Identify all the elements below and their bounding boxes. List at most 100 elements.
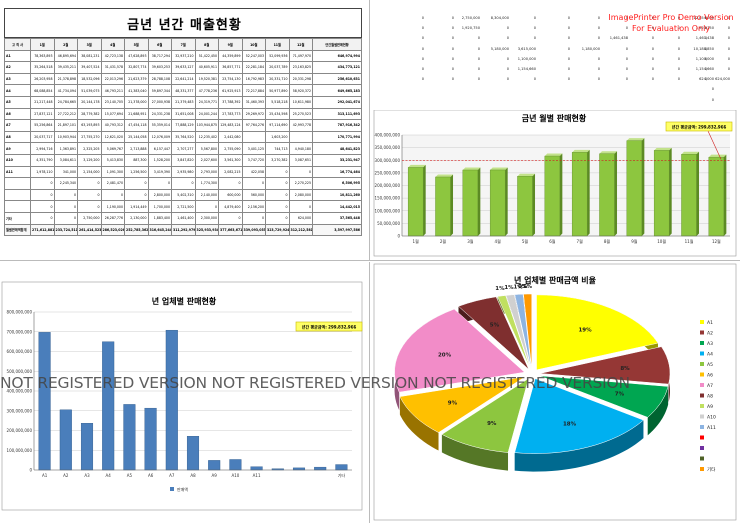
table-cell: 0 [53, 200, 78, 213]
table-cell: 61,925,913 [218, 84, 243, 97]
table-cell: 0 [147, 177, 172, 190]
table-cell: 23,140,705 [100, 95, 125, 109]
table-cell: 5,413,830 [100, 153, 125, 167]
column-header: 5월 [124, 38, 149, 51]
x-tick-label: A4 [106, 473, 112, 478]
table-cell: 0 [77, 188, 102, 202]
table-cell: 323,729,924 [265, 223, 290, 237]
table-cell: 2,154,000 [77, 165, 102, 179]
number-cell: 0 [651, 56, 654, 61]
bar-side [559, 153, 563, 236]
table-cell: 55,359,014 [147, 119, 172, 132]
table-row: A3 26,203,958 21,378,898 18,532,096 22,013,2… [4, 72, 362, 86]
number-cell: 0 [651, 36, 654, 41]
x-tick-label: 4월 [495, 238, 502, 244]
slice-value-label: 20% [438, 353, 452, 359]
table-cell: 252,785,362 [124, 223, 149, 237]
legend-label: A10 [707, 415, 716, 421]
number-cell: 0 [597, 36, 600, 41]
table-cell: 20,331,298 [288, 72, 313, 86]
x-tick-label: A5 [127, 473, 133, 478]
bar [229, 459, 242, 471]
bar [80, 423, 94, 471]
bar-top [654, 147, 672, 151]
bar-side [532, 173, 536, 236]
bar-side [423, 164, 426, 236]
bar-top [572, 149, 590, 153]
table-cell: 39,407,524 [77, 61, 102, 74]
bar [435, 176, 451, 237]
number-cell: 1,154,660 [517, 67, 536, 71]
number-cell: 0 [421, 56, 424, 61]
number-cell: 0 [651, 26, 654, 31]
row-label: A3 [4, 72, 31, 86]
number-cell: 0 [567, 36, 570, 41]
row-label: A7 [4, 119, 31, 132]
table-row: A7 55,256,864 21,897,101 63,193,893 40,793,3… [4, 119, 362, 132]
x-tick-label: A9 [212, 473, 218, 478]
table-cell: 25,144,058 [124, 130, 149, 144]
chart-title: 년 업체별 판매현황 [152, 296, 217, 306]
x-tick-label: 11월 [685, 238, 694, 244]
number-cell: 0 [677, 36, 680, 41]
table-cell: 10,903,944 [53, 130, 78, 144]
slice-value-label: 8% [620, 366, 630, 372]
slice-value-label: 0% [518, 284, 528, 290]
table-cell: 316,645,244 [147, 223, 172, 237]
table-cell: 16,792,983 [241, 72, 266, 86]
table-cell: 50,977,890 [265, 84, 290, 97]
number-cell: 0 [477, 56, 480, 61]
legend-swatch [700, 467, 704, 471]
column-header: 11월 [265, 38, 290, 51]
column-header: 6월 [147, 38, 172, 51]
column-header: 4월 [100, 38, 125, 51]
number-cell: 0 [506, 36, 509, 41]
table-cell: 25,434,598 [265, 107, 290, 121]
number-cell: 0 [727, 46, 730, 51]
table-cell: 21,897,101 [53, 119, 78, 132]
table-cell: 31,460,393 [241, 95, 266, 109]
unregistered-banner: NOT REGISTERED VERSION NOT REGISTERED VE… [0, 374, 630, 392]
table-cell: 0 [218, 177, 243, 190]
legend-label: A8 [707, 394, 713, 400]
table-cell: 35,264,518 [30, 61, 55, 74]
slice-value-label: 1% [495, 286, 505, 292]
number-cell: 0 [567, 67, 570, 71]
table-row: A4 68,088,854 41,734,094 51,039,075 46,793,2… [4, 84, 362, 97]
number-cell: 624,000 [699, 77, 714, 82]
table-cell: 0 [30, 200, 55, 213]
number-cell: 0 [597, 26, 600, 31]
bar-side [614, 151, 618, 236]
table-cell: 312,212,581 [288, 223, 313, 237]
table-cell: 3,419,390 [147, 165, 172, 179]
table-cell: 41,383,040 [124, 84, 149, 97]
table-cell: 5,518,218 [265, 95, 290, 109]
column-header: 9월 [218, 38, 243, 51]
table-cell: 377,663,671 [218, 223, 243, 237]
legend-label: A11 [707, 425, 716, 431]
table-cell: 0 [124, 177, 149, 190]
number-cell: 1,461,438 [609, 36, 628, 41]
table-cell: 42,723,138 [100, 49, 125, 63]
table-cell: 22,013,296 [100, 72, 125, 86]
table-cell: 21,378,898 [53, 72, 78, 86]
row-label: A8 [4, 130, 31, 144]
table-cell: 23,754,130 [218, 72, 243, 86]
table-cell: 129,483,124 [218, 119, 243, 132]
number-cell: 0 [506, 77, 509, 82]
table-cell: 24,331,238 [147, 107, 172, 121]
slice-value-label: 19% [578, 328, 592, 334]
table-cell: 0 [265, 177, 290, 190]
table-cell: 2,140,000 [194, 188, 219, 202]
column-header: 12월 [288, 38, 313, 51]
table-cell: 2,750,000 [77, 211, 102, 225]
table-cell: 72,217,884 [241, 84, 266, 97]
table-cell: 26,203,958 [30, 72, 55, 86]
number-cell: 0 [477, 67, 480, 71]
number-cell: 0 [704, 56, 707, 61]
table-cell: 1,883,400 [147, 211, 172, 225]
y-tick-label: 600,000,000 [7, 349, 33, 354]
bar [250, 466, 263, 471]
x-tick-label: A8 [190, 473, 196, 478]
table-cell: 2,442,080 [218, 130, 243, 144]
